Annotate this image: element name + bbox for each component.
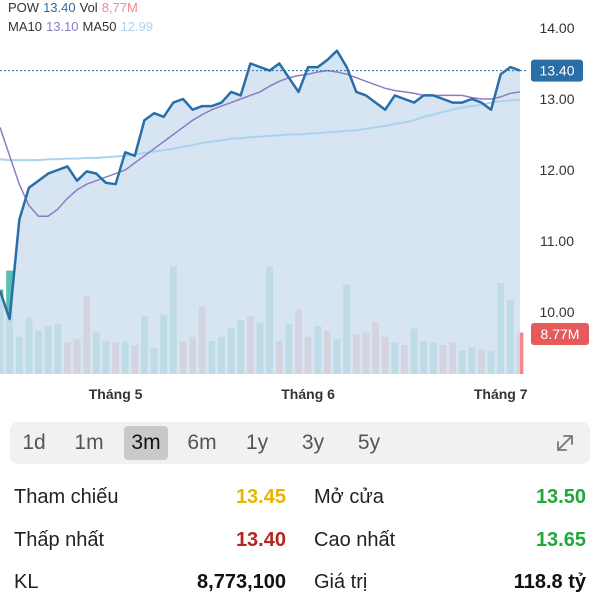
ticker-symbol: POW <box>8 0 40 15</box>
tab-3m[interactable]: 3m <box>124 426 168 460</box>
tab-3y[interactable]: 3y <box>301 431 325 454</box>
y-tick-label: 14.00 <box>539 20 574 36</box>
ref-label: Tham chiếu <box>14 486 119 508</box>
price-line <box>0 49 521 321</box>
legend-ma10-label: MA10 <box>8 19 42 34</box>
current-volume-label: 8.77M <box>541 326 580 342</box>
legend-price: 13.40 <box>43 0 76 15</box>
y-tick-label: 13.00 <box>539 91 574 107</box>
high-value: 13.65 <box>535 529 586 551</box>
legend-vol-value: 8,77M <box>101 0 138 15</box>
x-axis-label: Tháng 5 <box>89 386 143 402</box>
volume-value: 8,773,100 <box>197 571 286 593</box>
ma50-line <box>0 98 521 162</box>
low-label: Thấp nhất <box>14 529 105 551</box>
x-axis-label: Tháng 6 <box>281 386 335 402</box>
open-value: 13.50 <box>535 486 586 508</box>
current-volume-tag: 8.77M <box>531 323 589 345</box>
tab-1m[interactable]: 1m <box>74 431 104 454</box>
tab-1y[interactable]: 1y <box>245 431 269 454</box>
ref-value: 13.45 <box>235 486 286 508</box>
legend-row-2: MA10 13.10 MA50 12.99 <box>8 19 157 34</box>
low-value: 13.40 <box>235 529 286 551</box>
volume-label: KL <box>14 571 39 593</box>
price-chart[interactable]: 14.00 13.00 12.00 11.00 10.00 Tháng 5 Tháng 6… <box>0 0 600 415</box>
open-label: Mở cửa <box>314 486 384 508</box>
tab-1d[interactable]: 1d <box>22 431 46 454</box>
value-label: Giá trị <box>314 571 368 593</box>
tab-5y[interactable]: 5y <box>357 431 381 454</box>
legend-row-1: POW 13.40 Vol 8,77M <box>8 0 142 15</box>
y-tick-label: 11.00 <box>540 233 574 249</box>
expand-icon[interactable] <box>550 428 580 458</box>
x-axis-label: Tháng 7 <box>474 386 528 402</box>
current-price-label: 13.40 <box>539 63 574 79</box>
timeframe-tabs: 1d 1m 3m 6m 1y 3y 5y <box>10 422 590 464</box>
value-value: 118.8 tỷ <box>513 571 586 593</box>
current-price-tag: 13.40 <box>531 59 583 82</box>
high-label: Cao nhất <box>314 529 396 551</box>
legend-ma50-value: 12.99 <box>120 19 154 34</box>
legend-ma10-value: 13.10 <box>45 19 79 34</box>
y-tick-label: 12.00 <box>539 162 574 178</box>
y-tick-label: 10.00 <box>539 304 574 320</box>
legend-ma50-label: MA50 <box>82 19 117 34</box>
legend-vol-label: Vol <box>79 0 98 15</box>
tab-6m[interactable]: 6m <box>187 431 217 454</box>
price-area <box>0 50 520 374</box>
